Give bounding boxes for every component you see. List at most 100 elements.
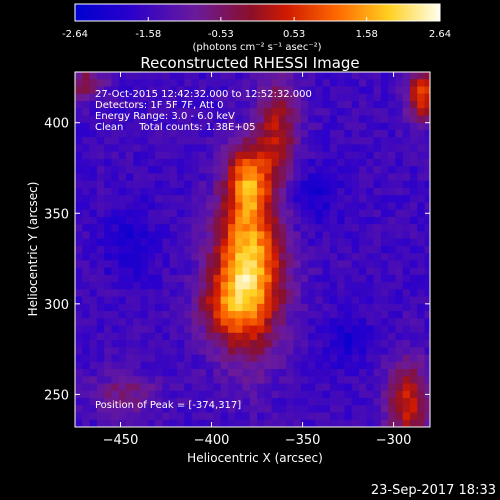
heatmap-cell bbox=[191, 340, 200, 348]
heatmap-cell bbox=[111, 311, 120, 319]
heatmap-cell bbox=[264, 108, 273, 117]
heatmap-cell bbox=[140, 180, 149, 189]
heatmap-cell bbox=[227, 419, 236, 427]
heatmap-cell bbox=[176, 122, 185, 131]
heatmap-cell bbox=[111, 195, 120, 203]
heatmap-cell bbox=[184, 383, 193, 392]
heatmap-cell bbox=[96, 187, 105, 196]
heatmap-cell bbox=[409, 289, 418, 298]
heatmap-cell bbox=[417, 354, 426, 363]
heatmap-cell bbox=[118, 187, 127, 196]
heatmap-cell bbox=[417, 115, 426, 124]
heatmap-cell bbox=[293, 347, 302, 356]
heatmap-cell bbox=[118, 231, 127, 240]
heatmap-cell bbox=[242, 274, 251, 283]
heatmap-cell bbox=[344, 216, 353, 225]
heatmap-cell bbox=[388, 108, 397, 117]
heatmap-cell bbox=[125, 361, 134, 370]
heatmap-cell bbox=[176, 86, 185, 95]
heatmap-cell bbox=[329, 100, 338, 109]
heatmap-cell bbox=[380, 419, 389, 427]
heatmap-cell bbox=[337, 209, 346, 218]
heatmap-cell bbox=[366, 311, 375, 319]
heatmap-cell bbox=[380, 347, 389, 356]
heatmap-cell bbox=[264, 332, 273, 341]
heatmap-cell bbox=[286, 72, 295, 80]
heatmap-cell bbox=[242, 144, 251, 153]
heatmap-cell bbox=[315, 398, 324, 406]
heatmap-cell bbox=[359, 93, 367, 102]
heatmap-cell bbox=[147, 260, 156, 269]
heatmap-cell bbox=[162, 347, 171, 356]
heatmap-cell bbox=[155, 340, 163, 348]
heatmap-cell bbox=[169, 405, 178, 414]
heatmap-cell bbox=[198, 224, 207, 232]
heatmap-cell bbox=[329, 325, 338, 334]
heatmap-cell bbox=[257, 274, 265, 283]
heatmap-cell bbox=[395, 79, 404, 88]
heatmap-cell bbox=[264, 238, 273, 247]
heatmap-cell bbox=[133, 318, 142, 327]
heatmap-cell bbox=[162, 100, 171, 109]
heatmap-cell bbox=[308, 332, 316, 341]
heatmap-cell bbox=[315, 79, 324, 88]
heatmap-cell bbox=[227, 72, 236, 80]
heatmap-cell bbox=[315, 347, 324, 356]
heatmap-cell bbox=[300, 202, 309, 211]
heatmap-cell bbox=[409, 361, 418, 370]
heatmap-cell bbox=[300, 187, 309, 196]
heatmap-cell bbox=[111, 253, 120, 261]
heatmap-cell bbox=[242, 325, 251, 334]
heatmap-cell bbox=[82, 332, 91, 341]
heatmap-cell bbox=[300, 267, 309, 276]
heatmap-cell bbox=[104, 238, 113, 247]
heatmap-cell bbox=[213, 79, 222, 88]
heatmap-cell bbox=[380, 354, 389, 363]
heatmap-cell bbox=[155, 405, 163, 414]
heatmap-cell bbox=[286, 115, 295, 124]
heatmap-cell bbox=[351, 238, 360, 247]
heatmap-cell bbox=[380, 115, 389, 124]
heatmap-cell bbox=[351, 224, 360, 232]
heatmap-cell bbox=[380, 383, 389, 392]
heatmap-cell bbox=[249, 296, 258, 305]
heatmap-cell bbox=[82, 405, 91, 414]
heatmap-cell bbox=[198, 318, 207, 327]
heatmap-cell bbox=[169, 260, 178, 269]
heatmap-cell bbox=[133, 166, 142, 175]
heatmap-cell bbox=[96, 369, 105, 377]
heatmap-cell bbox=[373, 224, 382, 232]
heatmap-cell bbox=[104, 195, 113, 203]
heatmap-cell bbox=[82, 180, 91, 189]
heatmap-cell bbox=[220, 231, 229, 240]
heatmap-cell bbox=[300, 282, 309, 290]
heatmap-cell bbox=[75, 158, 83, 167]
heatmap-cell bbox=[293, 325, 302, 334]
heatmap-cell bbox=[359, 166, 367, 175]
heatmap-cell bbox=[75, 224, 83, 232]
heatmap-cell bbox=[249, 274, 258, 283]
heatmap-cell bbox=[133, 202, 142, 211]
heatmap-cell bbox=[337, 296, 346, 305]
heatmap-cell bbox=[351, 166, 360, 175]
heatmap-cell bbox=[140, 267, 149, 276]
heatmap-cell bbox=[104, 347, 113, 356]
heatmap-cell bbox=[380, 100, 389, 109]
heatmap-cell bbox=[409, 253, 418, 261]
heatmap-cell bbox=[213, 144, 222, 153]
heatmap-cell bbox=[75, 267, 83, 276]
heatmap-cell bbox=[162, 144, 171, 153]
heatmap-cell bbox=[388, 296, 397, 305]
heatmap-cell bbox=[344, 303, 353, 312]
heatmap-cell bbox=[220, 282, 229, 290]
heatmap-cell bbox=[104, 361, 113, 370]
heatmap-cell bbox=[206, 398, 214, 406]
heatmap-cell bbox=[308, 419, 316, 427]
heatmap-cell bbox=[191, 311, 200, 319]
heatmap-cell bbox=[89, 151, 98, 160]
heatmap-cell bbox=[133, 361, 142, 370]
heatmap-cell bbox=[235, 151, 244, 160]
heatmap-cell bbox=[104, 311, 113, 319]
heatmap-cell bbox=[257, 115, 265, 124]
heatmap-cell bbox=[213, 325, 222, 334]
